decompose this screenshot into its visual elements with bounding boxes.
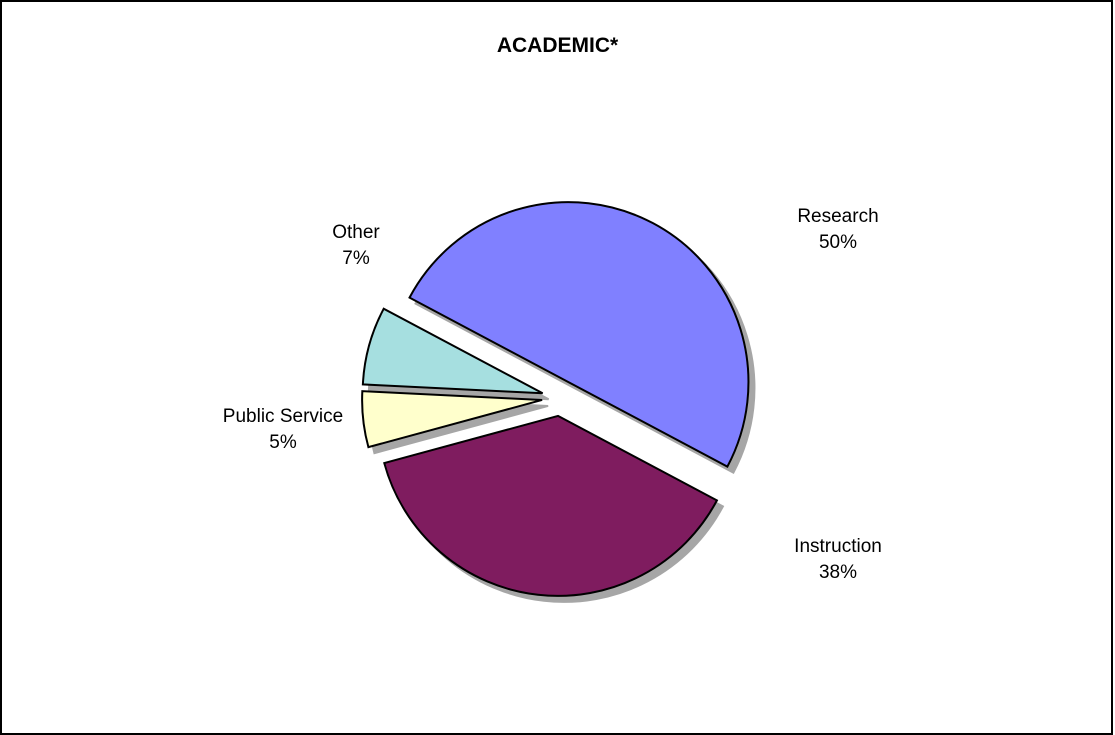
slice-percent-label: 7% — [342, 248, 370, 269]
pie-slice-instruction — [383, 414, 719, 597]
pie-slice-public-service — [361, 390, 543, 449]
slice-name-label: Other — [332, 222, 380, 243]
pie-slice-other — [361, 307, 544, 395]
pie-slice-research — [408, 201, 750, 468]
slice-percent-label: 50% — [819, 232, 857, 253]
slice-name-label: Public Service — [223, 406, 343, 427]
slice-name-label: Research — [797, 206, 878, 227]
slice-name-label: Instruction — [794, 536, 882, 557]
chart-title: ACADEMIC* — [496, 34, 619, 57]
slice-percent-label: 5% — [269, 432, 297, 453]
slice-percent-label: 38% — [819, 562, 857, 583]
